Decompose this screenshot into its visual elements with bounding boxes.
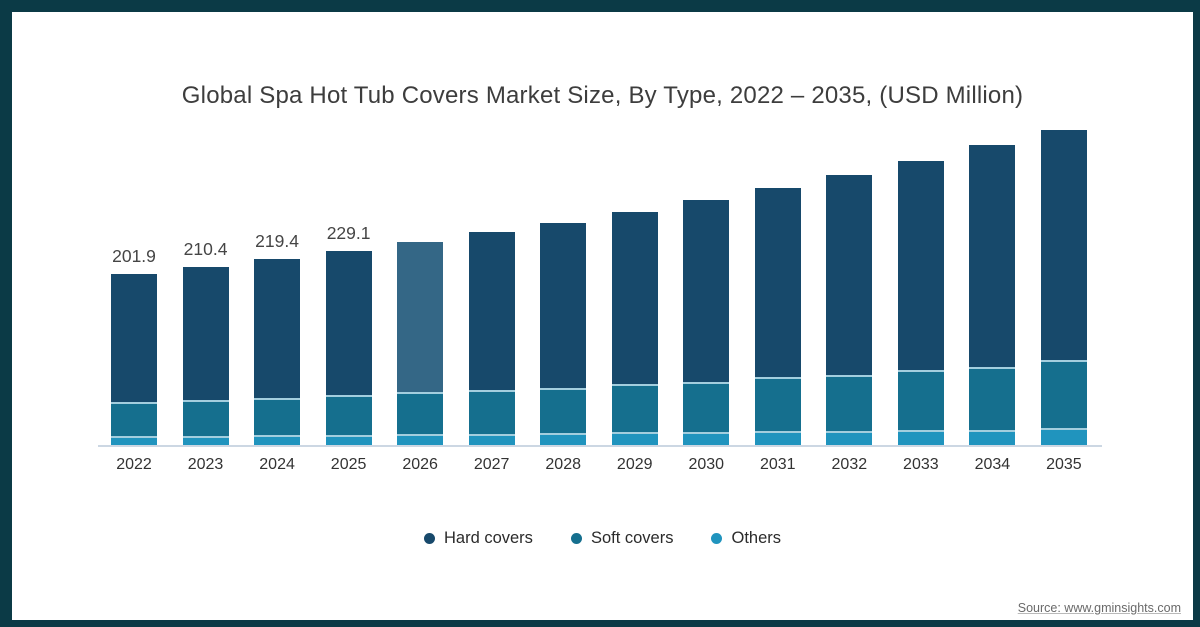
bar-segment-others bbox=[683, 431, 730, 445]
bar-segment-hard-covers bbox=[826, 175, 873, 375]
stacked-bar bbox=[540, 115, 587, 445]
bar-segment-others bbox=[826, 430, 873, 445]
bar-value-label: 219.4 bbox=[255, 231, 299, 252]
bar-segment-hard-covers bbox=[182, 266, 229, 400]
stacked-bar bbox=[897, 115, 944, 445]
bar-segment-hard-covers bbox=[897, 161, 944, 370]
legend: Hard covers Soft covers Others bbox=[12, 529, 1193, 548]
source-note: Source: www.gminsights.com bbox=[1017, 601, 1181, 615]
bar-segment-hard-covers bbox=[1040, 130, 1087, 361]
stacked-bar: 229.1 bbox=[325, 115, 372, 445]
legend-item-others: Others bbox=[711, 529, 781, 548]
legend-label: Soft covers bbox=[590, 529, 674, 547]
x-axis-label: 2034 bbox=[974, 456, 1011, 473]
bar-segment-hard-covers bbox=[683, 200, 730, 382]
stacked-bar bbox=[468, 115, 515, 445]
x-axis-label: 2030 bbox=[688, 456, 725, 473]
bar-segment-others bbox=[254, 435, 301, 445]
legend-label: Hard covers bbox=[443, 529, 533, 547]
x-axis-label: 2032 bbox=[831, 456, 868, 473]
x-axis-labels: 2022 2023 2024 2025 2026 2027 2028 2029 2030 2031… bbox=[111, 456, 1087, 474]
bar-segment-hard-covers bbox=[468, 232, 515, 390]
x-axis-label: 2031 bbox=[759, 456, 796, 473]
bars-row: 201.9 210.4 219.4 229.1 bbox=[111, 115, 1087, 445]
plot-area: 201.9 210.4 219.4 229.1 bbox=[111, 115, 1087, 445]
bar-segment-others bbox=[1040, 428, 1087, 445]
bar-segment-soft-covers bbox=[897, 370, 944, 430]
x-axis-label: 2028 bbox=[545, 456, 581, 473]
bar-segment-hard-covers bbox=[111, 273, 157, 402]
bar-segment-soft-covers bbox=[182, 399, 229, 436]
legend-label: Others bbox=[731, 529, 782, 547]
bar-value-label: 210.4 bbox=[183, 238, 228, 259]
stacked-bar bbox=[826, 115, 873, 445]
x-axis-label: 2035 bbox=[1046, 456, 1082, 473]
bar-segment-soft-covers bbox=[1040, 360, 1087, 428]
bar-segment-soft-covers bbox=[969, 366, 1016, 430]
stacked-bar bbox=[969, 115, 1016, 445]
stacked-bar: 210.4 bbox=[182, 115, 229, 445]
bar-segment-soft-covers bbox=[611, 384, 658, 432]
stacked-bar bbox=[1040, 115, 1087, 445]
chart-title: Global Spa Hot Tub Covers Market Size, B… bbox=[181, 82, 1024, 109]
stacked-bar: 219.4 bbox=[254, 115, 301, 445]
bar-segment-hard-covers bbox=[754, 188, 801, 377]
bar-segment-others bbox=[397, 434, 444, 445]
x-axis-label: 2022 bbox=[116, 456, 152, 473]
bar-segment-soft-covers bbox=[540, 388, 587, 433]
bar-segment-others bbox=[182, 435, 229, 445]
legend-dot-icon bbox=[570, 533, 582, 544]
bar-segment-others bbox=[540, 433, 587, 445]
bar-segment-others bbox=[611, 432, 658, 445]
x-axis-label: 2027 bbox=[473, 456, 510, 473]
x-axis-label: 2033 bbox=[903, 456, 939, 473]
legend-item-hard-covers: Hard covers bbox=[423, 529, 533, 548]
x-axis-label: 2026 bbox=[402, 456, 438, 473]
bar-segment-hard-covers bbox=[397, 242, 444, 392]
bar-segment-others bbox=[897, 430, 944, 445]
bar-segment-soft-covers bbox=[111, 402, 157, 436]
legend-item-soft-covers: Soft covers bbox=[570, 529, 674, 548]
stacked-bar bbox=[611, 115, 658, 445]
bar-segment-others bbox=[111, 436, 157, 445]
bar-segment-hard-covers bbox=[969, 145, 1016, 367]
bar-segment-soft-covers bbox=[325, 394, 372, 435]
x-axis-label: 2025 bbox=[330, 456, 367, 473]
x-axis-label: 2029 bbox=[616, 456, 653, 473]
x-axis-label: 2024 bbox=[259, 456, 295, 473]
stacked-bar bbox=[397, 115, 444, 445]
bar-segment-soft-covers bbox=[754, 377, 801, 431]
bar-segment-others bbox=[969, 429, 1016, 445]
x-axis-label: 2023 bbox=[187, 456, 224, 473]
bar-segment-hard-covers bbox=[611, 212, 658, 385]
bar-segment-others bbox=[754, 431, 801, 445]
bar-value-label: 229.1 bbox=[326, 223, 371, 243]
bar-value-label: 201.9 bbox=[112, 246, 156, 266]
stacked-bar bbox=[683, 115, 730, 445]
bar-segment-soft-covers bbox=[826, 374, 873, 431]
bar-segment-soft-covers bbox=[683, 381, 730, 432]
bar-segment-others bbox=[325, 434, 372, 445]
bar-segment-hard-covers bbox=[254, 259, 301, 398]
legend-dot-icon bbox=[711, 533, 723, 544]
bar-segment-soft-covers bbox=[397, 392, 444, 434]
bar-segment-soft-covers bbox=[468, 389, 515, 434]
stacked-bar: 201.9 bbox=[111, 115, 157, 445]
x-axis-line bbox=[98, 445, 1102, 447]
bar-segment-hard-covers bbox=[540, 222, 587, 388]
stacked-bar bbox=[754, 115, 801, 445]
bar-segment-others bbox=[468, 433, 515, 445]
legend-dot-icon bbox=[423, 533, 435, 544]
bar-segment-hard-covers bbox=[325, 250, 372, 395]
bar-segment-soft-covers bbox=[254, 398, 301, 435]
